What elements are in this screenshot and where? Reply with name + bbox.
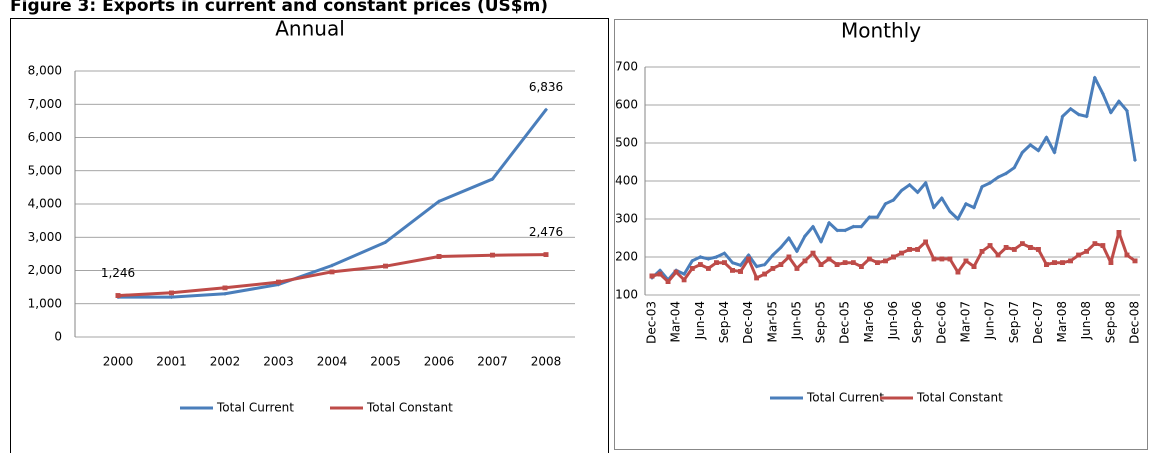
x-tick-label: Dec-06: [934, 301, 948, 344]
x-tick-label: Sep-05: [814, 301, 828, 343]
y-tick-label: 3,000: [28, 230, 62, 244]
x-tick-label: 2008: [531, 355, 562, 369]
x-tick-label: 2001: [156, 355, 187, 369]
y-tick-label: 600: [615, 98, 638, 112]
x-tick-label: Sep-07: [1007, 301, 1021, 343]
legend-label: Total Constant: [366, 401, 453, 415]
x-tick-label: Dec-08: [1128, 301, 1142, 344]
x-tick-label: Mar-07: [958, 301, 972, 342]
series-line: [115, 252, 549, 299]
x-tick-label: Jun-05: [789, 301, 803, 340]
y-tick-label: 8,000: [28, 64, 62, 78]
y-tick-label: 100: [615, 288, 638, 302]
legend-label: Total Current: [216, 401, 294, 415]
data-label: 1,246: [101, 266, 135, 280]
y-tick-label: 700: [615, 60, 638, 74]
x-tick-label: 2000: [103, 355, 134, 369]
x-tick-label: Dec-05: [838, 301, 852, 344]
x-tick-label: Jun-06: [886, 301, 900, 340]
x-tick-label: 2006: [424, 355, 455, 369]
data-label: 6,836: [529, 80, 563, 94]
x-tick-label: Jun-04: [693, 301, 707, 340]
chart-title: Monthly: [841, 19, 921, 43]
x-tick-label: Dec-04: [741, 301, 755, 344]
x-tick-label: Dec-07: [1031, 301, 1045, 344]
x-tick-label: 2002: [210, 355, 241, 369]
legend-label: Total Constant: [916, 391, 1003, 405]
series-line: [650, 75, 1137, 282]
x-tick-label: 2004: [317, 355, 348, 369]
y-tick-label: 7,000: [28, 97, 62, 111]
y-tick-label: 300: [615, 212, 638, 226]
legend-label: Total Current: [806, 391, 884, 405]
y-tick-label: 200: [615, 250, 638, 264]
x-tick-label: 2007: [477, 355, 508, 369]
chart-title: Annual: [275, 17, 345, 41]
right-panel-border: [614, 19, 1148, 450]
x-tick-label: Mar-08: [1055, 301, 1069, 342]
y-tick-label: 6,000: [28, 130, 62, 144]
y-tick-label: 1,000: [28, 296, 62, 310]
y-tick-label: 400: [615, 174, 638, 188]
x-tick-label: Mar-06: [862, 301, 876, 342]
figure-title: Figure 3: Exports in current and constan…: [10, 0, 548, 16]
x-tick-label: Jun-08: [1079, 301, 1093, 340]
y-tick-label: 2,000: [28, 263, 62, 277]
x-tick-label: Mar-04: [669, 301, 683, 342]
x-tick-label: Jun-07: [983, 301, 997, 340]
x-tick-label: Sep-06: [910, 301, 924, 343]
data-label: 2,476: [529, 225, 563, 239]
y-tick-label: 500: [615, 136, 638, 150]
x-tick-label: 2005: [370, 355, 401, 369]
x-tick-label: Sep-04: [717, 301, 731, 343]
series-line: [649, 229, 1138, 285]
left-panel-border: [10, 18, 609, 457]
y-tick-label: 5,000: [28, 163, 62, 177]
y-tick-label: 0: [54, 330, 62, 344]
x-tick-label: Mar-05: [765, 301, 779, 342]
x-tick-label: Sep-08: [1103, 301, 1117, 343]
y-tick-label: 4,000: [28, 197, 62, 211]
x-tick-label: Dec-03: [645, 301, 659, 344]
x-tick-label: 2003: [263, 355, 294, 369]
